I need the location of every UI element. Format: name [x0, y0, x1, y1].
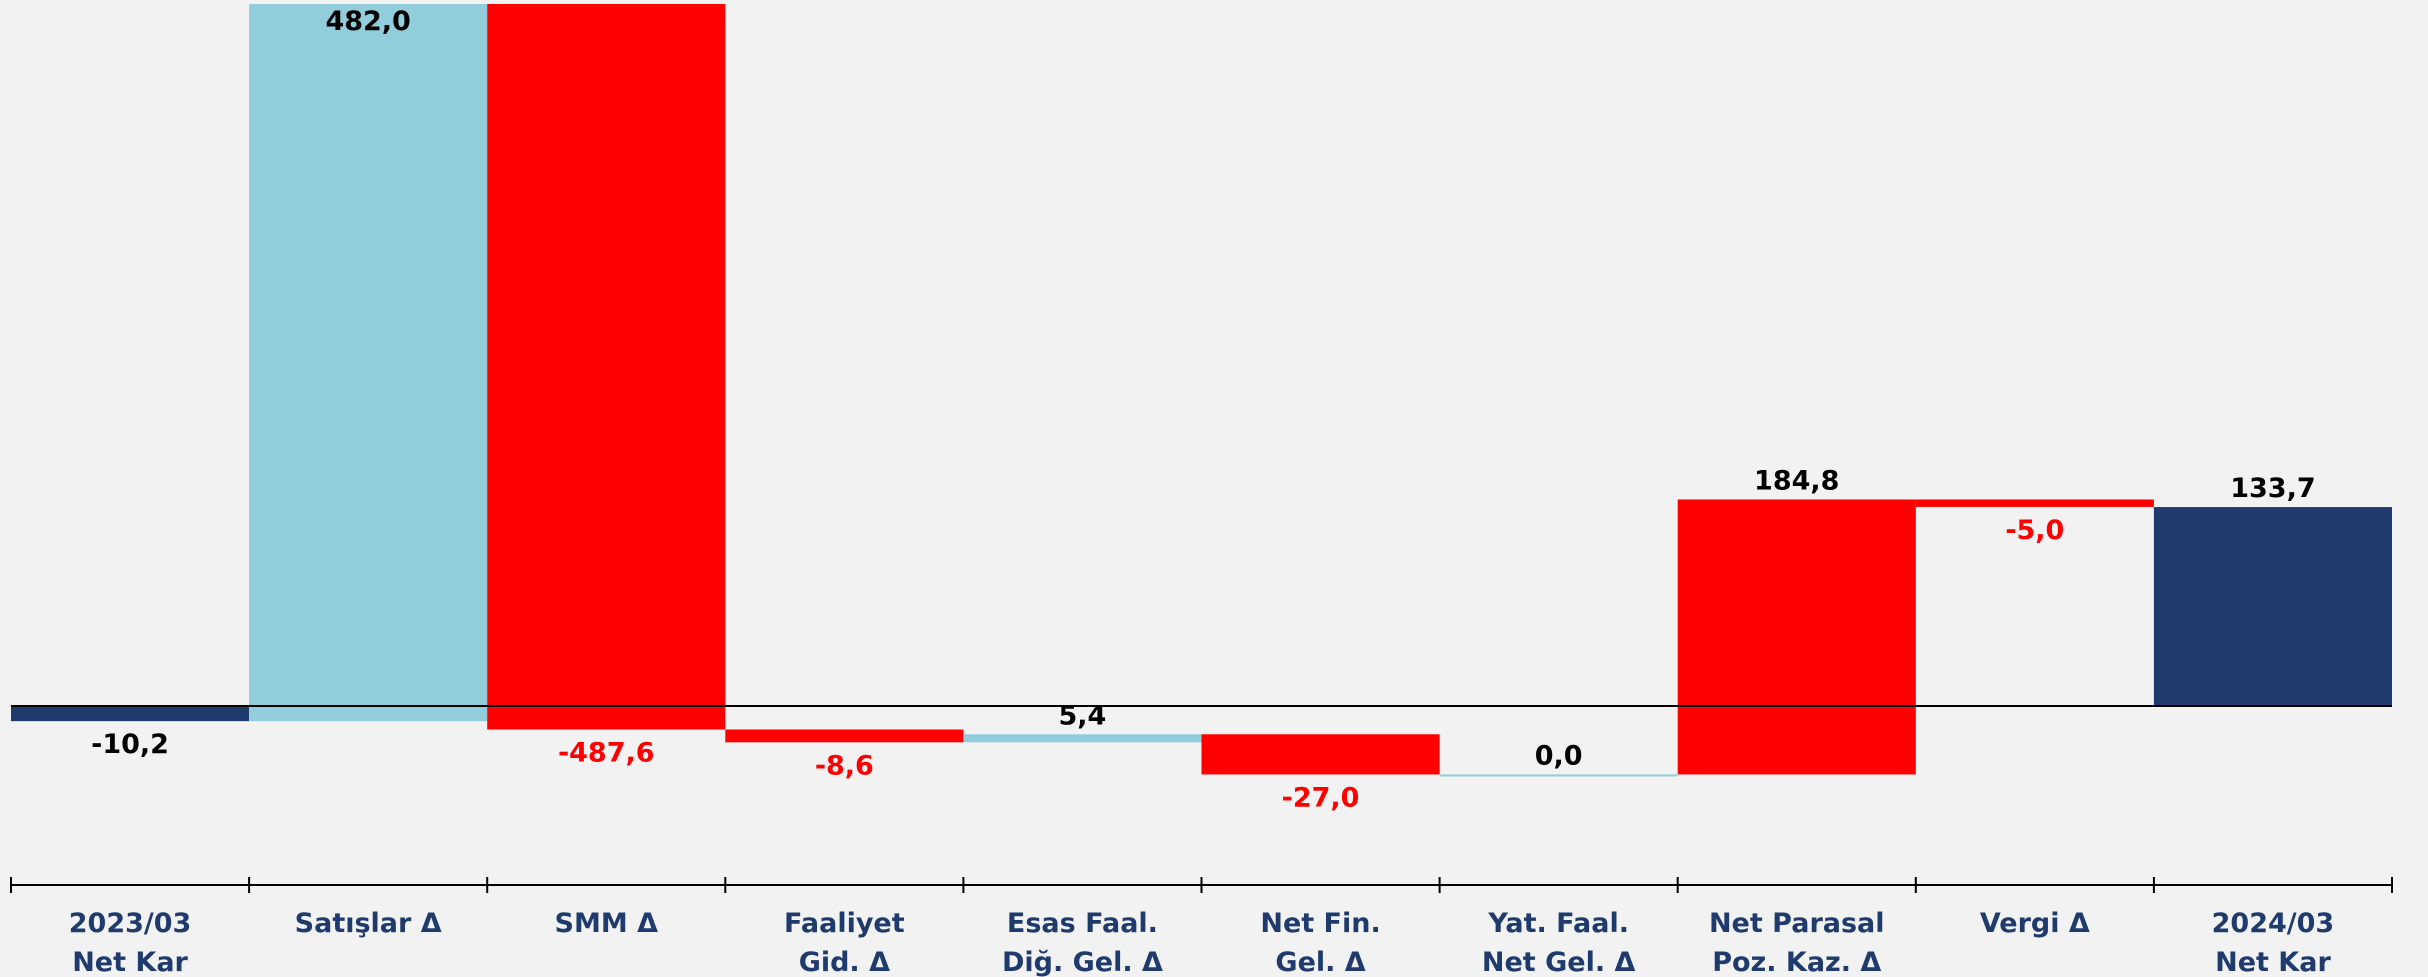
- x-tick-label: Esas Faal. Diğ. Gel. Δ: [1002, 908, 1163, 977]
- bar: [249, 4, 488, 722]
- value-label: 0,0: [1535, 740, 1583, 771]
- bar: [11, 706, 250, 722]
- value-label: -487,6: [558, 738, 655, 769]
- x-tick-label: Yat. Faal. Net Gel. Δ: [1482, 908, 1636, 977]
- bar: [1439, 774, 1678, 777]
- bar: [1915, 499, 2154, 507]
- x-tick-label: 2024/03 Net Kar: [2212, 908, 2335, 977]
- bar: [963, 734, 1202, 743]
- x-tick-label: SMM Δ: [555, 908, 659, 939]
- bar: [1201, 734, 1440, 775]
- bar: [2153, 507, 2392, 706]
- bar: [487, 4, 726, 730]
- value-label: 133,7: [2230, 473, 2315, 504]
- x-tick-label: 2023/03 Net Kar: [69, 908, 192, 977]
- value-label: 5,4: [1059, 700, 1107, 731]
- x-tick-label: Net Parasal Poz. Kaz. Δ: [1709, 908, 1885, 977]
- value-label: -10,2: [91, 729, 169, 760]
- value-label: -27,0: [1282, 782, 1360, 813]
- x-tick-label: Net Fin. Gel. Δ: [1260, 908, 1380, 977]
- x-tick-label: Faaliyet Gid. Δ: [784, 908, 905, 977]
- value-label: 184,8: [1754, 465, 1839, 496]
- bar: [1677, 499, 1916, 775]
- bar: [725, 729, 964, 743]
- x-tick-label: Vergi Δ: [1980, 908, 2090, 939]
- value-label: -8,6: [815, 750, 874, 781]
- value-label: -5,0: [2005, 515, 2064, 546]
- value-label: 482,0: [325, 6, 410, 37]
- x-tick-label: Satışlar Δ: [295, 908, 442, 939]
